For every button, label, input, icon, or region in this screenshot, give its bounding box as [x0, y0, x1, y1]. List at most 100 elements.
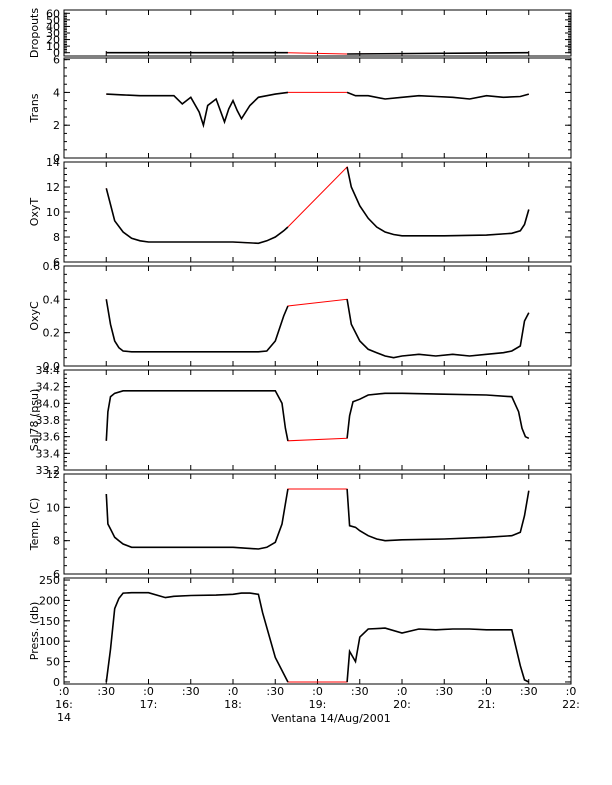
- x-tick-label: :30: [266, 685, 284, 698]
- x-tick-label: :0: [566, 685, 577, 698]
- y-tick-label: 33.4: [36, 447, 61, 460]
- raw-series-line: [105, 298, 530, 359]
- data-series-line: [347, 51, 529, 55]
- raw-series-line: [105, 390, 530, 442]
- chart-panels: 6050403020100Dropouts6420Trans14121086Ox…: [28, 7, 572, 689]
- y-tick-label: 34.4: [36, 364, 61, 377]
- y-tick-label: 8: [53, 535, 60, 548]
- y-tick-label: 6: [53, 54, 60, 67]
- panel-frame: [63, 9, 572, 57]
- y-tick-label: 0: [53, 152, 60, 165]
- x-tick-label: :0: [59, 685, 70, 698]
- x-tick-hour-label: 22:: [562, 698, 580, 711]
- y-tick-label: 100: [39, 635, 60, 648]
- raw-series-line: [105, 592, 530, 683]
- panel-4: 0.6 0.4 0.2 0.0 OxyC: [28, 260, 572, 373]
- data-series-line: [346, 166, 530, 237]
- panel-frame: [63, 57, 572, 159]
- x-tick-hour-label: 21:: [478, 698, 496, 711]
- y-tick-label: 0.6: [43, 260, 61, 273]
- raw-series-line: [106, 91, 529, 128]
- x-tick-label: :0: [481, 685, 492, 698]
- x-tick-label: :0: [228, 685, 239, 698]
- data-series-line: [346, 299, 530, 359]
- y-tick-label: 8: [53, 231, 60, 244]
- panel-frame: [63, 577, 572, 685]
- y-tick-label: 0.0: [43, 360, 61, 373]
- y-axis-title: OxyT: [28, 198, 41, 227]
- y-tick-label: 2: [53, 119, 60, 132]
- x-tick-label: :30: [97, 685, 115, 698]
- y-tick-label: 6: [53, 568, 60, 581]
- y-tick-label: 30: [46, 27, 60, 40]
- y-tick-label: 14: [46, 156, 60, 169]
- x-tick-label: :30: [182, 685, 200, 698]
- x-tick-hour-label: 17:: [140, 698, 158, 711]
- y-tick-label: 10: [46, 501, 60, 514]
- y-tick-label: 0.4: [43, 293, 61, 306]
- x-tick-label: :30: [520, 685, 538, 698]
- y-tick-label: 40: [46, 20, 60, 33]
- x-tick-label: :0: [312, 685, 323, 698]
- x-tick-hour-label: 16:: [55, 698, 73, 711]
- y-axis-title: Trans: [28, 93, 41, 123]
- raw-series-line: [105, 488, 530, 550]
- y-tick-label: 200: [39, 594, 60, 607]
- data-series-line: [346, 91, 530, 100]
- y-axis-title: OxyC: [28, 301, 41, 331]
- data-series-line: [105, 591, 289, 683]
- y-tick-label: 6: [53, 256, 60, 269]
- panel-5: 34.4 34.2 34.0 33.8 33.6 33.4 33.2 Sal78 (psu): [28, 364, 572, 477]
- panel-2: 6 4 2 0 Trans: [28, 54, 572, 165]
- y-axis-title: Temp. (C): [28, 498, 41, 552]
- x-extra-label: 14: [57, 711, 71, 724]
- y-axis-title: Press. (db): [28, 602, 41, 661]
- x-tick-label: :30: [351, 685, 369, 698]
- x-tick-label: :30: [435, 685, 453, 698]
- x-axis-title: Ventana 14/Aug/2001: [271, 712, 391, 725]
- data-series-line: [346, 392, 530, 440]
- y-tick-label: 33.8: [36, 414, 61, 427]
- data-series-line: [105, 188, 289, 245]
- y-tick-label: 60: [46, 7, 60, 20]
- x-axis: :016::30:017::30:018::30:019::30:020::30…: [55, 685, 580, 724]
- panel-3: 14 12 10 8 6 OxyT: [28, 156, 572, 269]
- x-tick-hour-label: 20:: [393, 698, 411, 711]
- x-tick-hour-label: 18:: [224, 698, 242, 711]
- panel-6: 12 10 8 6 Temp. (C): [28, 468, 572, 581]
- data-series-line: [346, 488, 530, 542]
- data-series-line: [105, 299, 289, 353]
- y-axis-title: Dropouts: [28, 8, 41, 58]
- y-tick-label: 50: [46, 14, 60, 27]
- y-tick-label: 12: [46, 181, 60, 194]
- x-tick-label: :0: [397, 685, 408, 698]
- y-tick-label: 33.6: [36, 431, 61, 444]
- y-tick-label: 0: [53, 676, 60, 689]
- data-series-line: [106, 91, 289, 129]
- panel-frame: [63, 161, 572, 263]
- data-series-line: [346, 627, 530, 683]
- y-tick-label: 10: [46, 206, 60, 219]
- y-tick-label: 250: [39, 574, 60, 587]
- panel-7: 250 200 150 100 50 0 Press. (db): [28, 574, 572, 689]
- y-tick-label: 12: [46, 468, 60, 481]
- x-tick-hour-label: 19:: [309, 698, 327, 711]
- data-series-line: [105, 488, 289, 550]
- y-tick-label: 34.0: [36, 397, 61, 410]
- y-tick-label: 150: [39, 615, 60, 628]
- x-tick-label: :0: [143, 685, 154, 698]
- y-tick-label: 20: [46, 34, 60, 47]
- panel-frame: [63, 369, 572, 471]
- y-axis-title: Sal78 (psu): [28, 389, 41, 452]
- raw-series-line: [105, 165, 530, 244]
- y-tick-label: 4: [53, 86, 60, 99]
- data-series-line: [105, 389, 289, 441]
- y-tick-label: 34.2: [36, 381, 61, 394]
- y-tick-label: 50: [46, 656, 60, 669]
- y-tick-label: 0.2: [43, 327, 61, 340]
- y-tick-label: 10: [46, 40, 60, 53]
- y-tick-label: 33.2: [36, 464, 61, 477]
- y-tick-label: 0: [53, 47, 60, 60]
